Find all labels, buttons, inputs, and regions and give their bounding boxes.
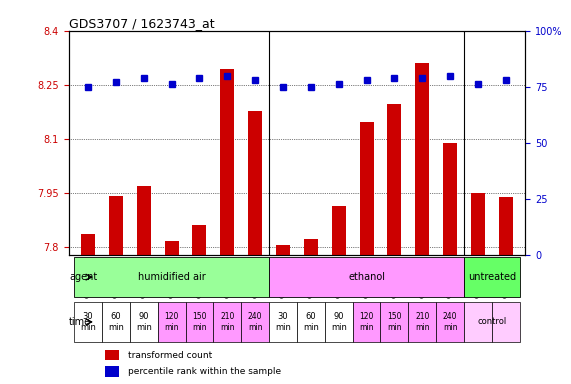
Bar [105,366,119,377]
Text: 120
min: 120 min [359,312,374,332]
Bar [220,70,234,255]
Bar [276,245,290,255]
Bar [109,196,123,255]
Bar [74,257,269,297]
Bar [499,197,513,255]
Text: percentile rank within the sample: percentile rank within the sample [128,367,281,376]
Text: 60
min: 60 min [108,312,124,332]
Text: time: time [69,317,91,327]
Bar [105,350,119,361]
Bar [81,235,95,255]
Text: 210
min: 210 min [415,312,429,332]
Text: 90
min: 90 min [331,312,347,332]
Bar [471,193,485,255]
Bar [248,111,262,255]
Bar [269,257,464,297]
Bar [360,122,373,255]
Bar [332,205,345,255]
Bar [353,302,380,342]
Bar [269,302,297,342]
Text: 60
min: 60 min [303,312,319,332]
Bar [436,302,464,342]
Bar [443,143,457,255]
Bar [304,239,318,255]
Bar [158,302,186,342]
Text: untreated: untreated [468,272,516,282]
Bar [137,186,151,255]
Text: humidified air: humidified air [138,272,206,282]
Bar [464,257,520,297]
Bar [186,302,214,342]
Bar [164,241,179,255]
Text: GDS3707 / 1623743_at: GDS3707 / 1623743_at [69,17,214,30]
Bar [130,302,158,342]
Text: 30
min: 30 min [275,312,291,332]
Bar [214,302,241,342]
Text: agent: agent [69,272,97,282]
Bar [192,225,206,255]
Text: 120
min: 120 min [164,312,179,332]
Bar [102,302,130,342]
Bar [297,302,325,342]
Bar [325,302,353,342]
Text: 210
min: 210 min [220,312,235,332]
Bar [388,104,401,255]
Bar [492,302,520,342]
Text: ethanol: ethanol [348,272,385,282]
Text: control: control [477,318,506,326]
Bar [74,302,102,342]
Text: 30
min: 30 min [80,312,96,332]
Text: 240
min: 240 min [443,312,457,332]
Text: 90
min: 90 min [136,312,152,332]
Bar [408,302,436,342]
Bar [380,302,408,342]
Bar [241,302,269,342]
Text: 240
min: 240 min [248,312,263,332]
Text: 150
min: 150 min [387,312,401,332]
Bar [464,302,492,342]
Bar [415,63,429,255]
Text: 150
min: 150 min [192,312,207,332]
Text: transformed count: transformed count [128,351,212,359]
